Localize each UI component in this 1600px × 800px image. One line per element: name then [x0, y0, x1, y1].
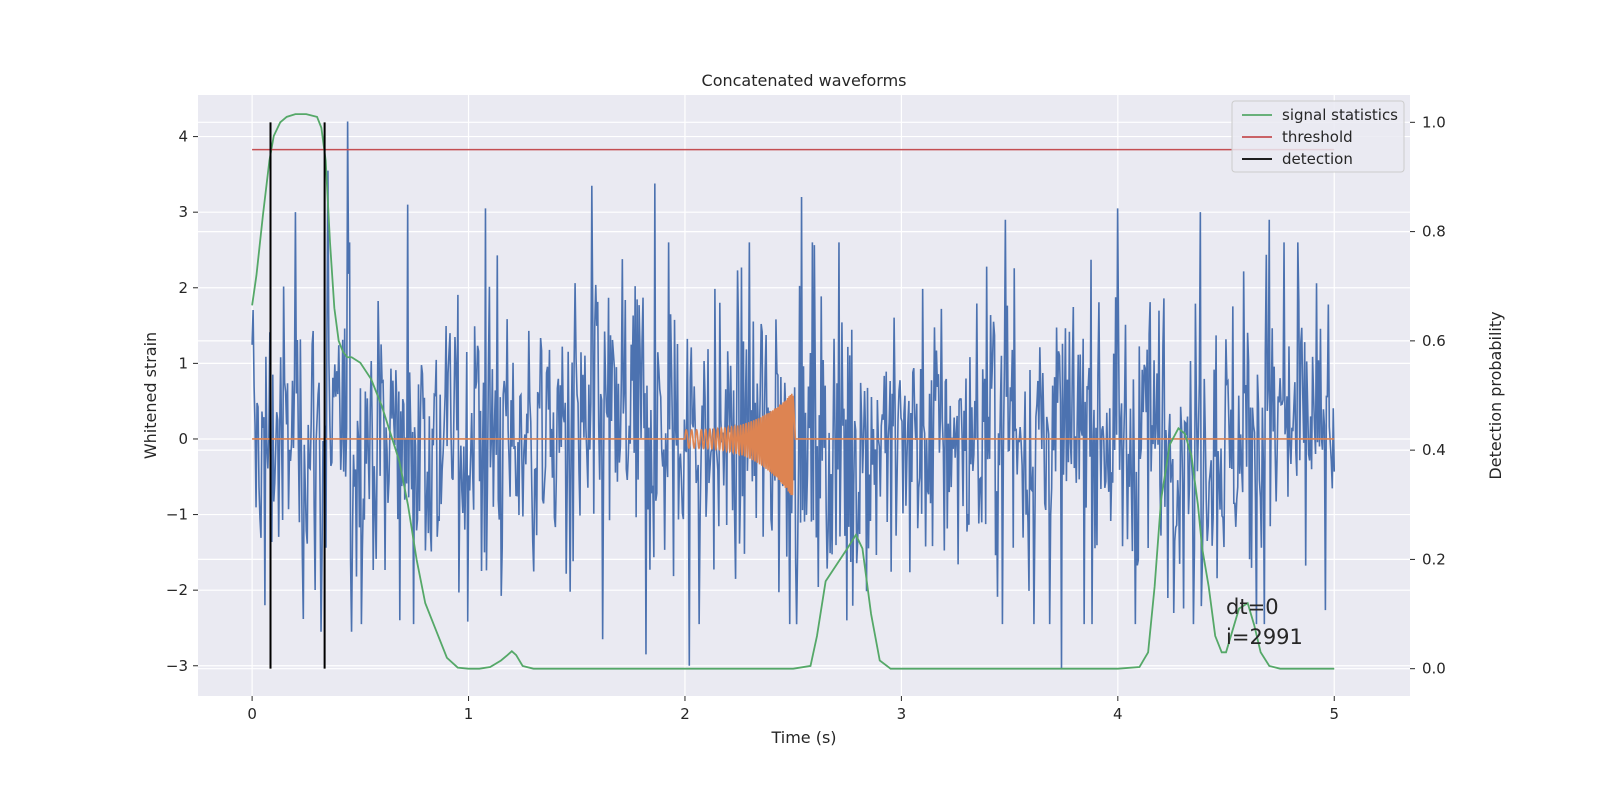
- y-tick-label-right: 0.0: [1422, 660, 1446, 678]
- legend-label: signal statistics: [1282, 106, 1398, 124]
- statistics-line: [251, 113, 1335, 670]
- chart-title: Concatenated waveforms: [702, 71, 907, 90]
- x-tick-label: 0: [247, 705, 257, 723]
- y-tick-label-left: −1: [166, 506, 188, 524]
- x-tick-label: 2: [680, 705, 690, 723]
- x-axis-label: Time (s): [770, 728, 836, 747]
- y-tick-label-left: 4: [178, 128, 188, 146]
- legend-label: threshold: [1282, 128, 1353, 146]
- y-tick-label-left: 3: [178, 203, 188, 221]
- axis-ticks: 0 1 2 3 4 5 −3 −2 −1 0 1 2 3 4 0.0 0.2 0.4 0.6 0.8 1.0: [166, 113, 1446, 723]
- statistics-series: [251, 113, 1335, 670]
- y-axis-label-left: Whitened strain: [141, 332, 160, 459]
- x-tick-label: 4: [1113, 705, 1123, 723]
- legend-box: [1231, 100, 1405, 173]
- template-trace: [252, 393, 1335, 496]
- y-tick-label-right: 0.8: [1422, 223, 1446, 241]
- annotation-text: i=2991: [1226, 625, 1303, 649]
- legend-label: detection: [1282, 150, 1353, 168]
- y-tick-label-left: −2: [166, 581, 188, 599]
- y-axis-label-right: Detection probability: [1486, 311, 1505, 479]
- annotation-text: dt=0: [1226, 595, 1279, 619]
- y-tick-label-right: 0.6: [1422, 332, 1446, 350]
- template-series: [252, 393, 1335, 496]
- y-tick-label-left: 1: [178, 354, 188, 372]
- y-tick-label-right: 0.2: [1422, 550, 1446, 568]
- annotations: dt=0 i=2991: [1226, 595, 1303, 649]
- y-tick-label-left: 0: [178, 430, 188, 448]
- y-tick-label-right: 1.0: [1422, 113, 1446, 131]
- x-tick-label: 3: [897, 705, 907, 723]
- x-tick-label: 5: [1329, 705, 1339, 723]
- legend: signal statistics threshold detection: [1231, 100, 1405, 173]
- x-tick-label: 1: [464, 705, 474, 723]
- y-tick-label-right: 0.4: [1422, 441, 1446, 459]
- y-tick-label-left: −3: [166, 657, 188, 675]
- y-tick-label-left: 2: [178, 279, 188, 297]
